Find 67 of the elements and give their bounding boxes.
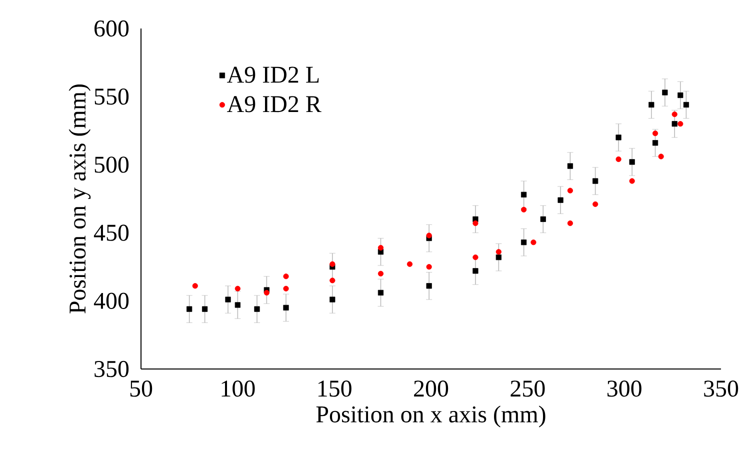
- y-tick-label: 550: [94, 88, 129, 105]
- x-tick-label: 350: [704, 380, 738, 397]
- point: [678, 92, 684, 98]
- point: [592, 178, 598, 184]
- point: [629, 159, 635, 165]
- point: [567, 220, 573, 226]
- point: [283, 304, 289, 310]
- point: [567, 163, 573, 169]
- point: [530, 240, 536, 246]
- x-tick-label: 300: [607, 380, 642, 397]
- point: [225, 296, 231, 302]
- point: [496, 249, 502, 255]
- point: [520, 240, 527, 246]
- point: [567, 188, 573, 194]
- point: [406, 261, 413, 267]
- legend-label: A9 ID2 L: [227, 66, 319, 83]
- y-tick-label: 500: [94, 156, 129, 173]
- point: [683, 102, 689, 108]
- point: [629, 178, 635, 184]
- point: [472, 268, 478, 274]
- y-tick-label: 350: [94, 360, 129, 378]
- point: [472, 254, 478, 260]
- point: [234, 302, 240, 308]
- point: [330, 278, 336, 284]
- y-tick-label: 450: [94, 224, 129, 241]
- x-tick-label: 150: [318, 380, 352, 397]
- point: [378, 244, 384, 251]
- x-tick-label: 50: [130, 380, 152, 397]
- point: [426, 283, 432, 289]
- point: [264, 290, 270, 296]
- point: [520, 192, 527, 198]
- x-tick-label: 250: [510, 380, 545, 397]
- point: [616, 156, 622, 162]
- point: [496, 254, 502, 260]
- point: [192, 283, 198, 289]
- y-axis-title: Position on y axis (mm): [68, 84, 91, 314]
- y-tick-label: 400: [94, 292, 129, 309]
- x-tick-label: 200: [414, 380, 448, 397]
- point: [330, 296, 336, 302]
- point: [540, 216, 546, 222]
- point: [558, 197, 564, 203]
- point: [672, 121, 678, 127]
- point: [330, 261, 336, 267]
- point: [426, 264, 432, 270]
- point: [520, 206, 527, 212]
- point: [658, 154, 664, 160]
- point: [202, 306, 208, 312]
- point: [662, 90, 668, 96]
- x-tick-label: 100: [222, 380, 255, 397]
- point: [472, 220, 478, 226]
- point: [648, 102, 654, 108]
- point: [652, 140, 658, 146]
- point: [186, 306, 192, 312]
- point: [254, 306, 260, 312]
- point: [592, 201, 598, 207]
- point: [678, 121, 684, 127]
- legend-label: A9 ID2 R: [227, 96, 322, 112]
- point: [283, 286, 289, 292]
- point: [378, 270, 384, 276]
- point: [283, 274, 289, 280]
- point: [378, 290, 384, 296]
- point: [616, 134, 622, 140]
- point: [234, 286, 240, 292]
- x-axis-title: Position on x axis (mm): [316, 406, 546, 428]
- y-tick-label: 600: [94, 20, 129, 37]
- point: [426, 232, 432, 238]
- point: [652, 130, 658, 136]
